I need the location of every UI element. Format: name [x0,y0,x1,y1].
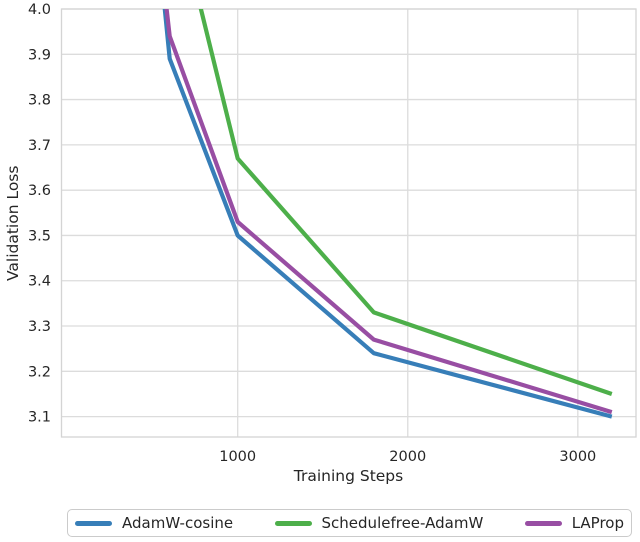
y-tick-label: 3.5 [28,228,51,244]
x-axis-tick-labels: 1000 2000 3000 [219,449,596,465]
series-line-laprop [164,9,613,415]
legend-label-laprop: LAProp [571,513,624,532]
x-axis-label: Training Steps [293,467,404,485]
y-tick-label: 3.9 [28,47,51,63]
adamw-cosine-line-swatch [75,520,112,526]
legend: AdamW-cosine Schedulefree-AdamW LAProp [67,509,632,537]
y-tick-label: 3.1 [28,410,51,426]
x-tick-label: 2000 [389,449,426,465]
legend-label-schedulefree-adamw: Schedulefree-AdamW [321,513,484,532]
legend-item-schedulefree-adamw: Schedulefree-AdamW [274,513,484,532]
x-tick-label: 1000 [219,449,256,465]
y-tick-label: 4.0 [28,2,51,18]
x-tick-label: 3000 [559,449,596,465]
y-tick-label: 3.3 [28,319,51,335]
schedulefree-adamw-line-swatch [274,520,312,526]
y-axis-label: Validation Loss [4,165,22,281]
y-tick-label: 3.6 [28,183,51,199]
series-lines [162,9,613,419]
series-line-adamw-cosine [162,9,613,419]
plot-border [60,8,637,438]
y-axis-tick-labels: 3.1 3.2 3.3 3.4 3.5 3.6 3.7 3.8 3.9 4.0 [28,2,51,426]
laprop-line-swatch [524,520,562,526]
y-tick-label: 3.8 [28,93,51,109]
y-tick-label: 3.4 [28,274,51,290]
legend-item-adamw-cosine: AdamW-cosine [75,513,234,532]
y-tick-label: 3.2 [28,364,51,380]
series-line-schedulefree-adamw [198,9,613,396]
legend-label-adamw-cosine: AdamW-cosine [122,513,234,532]
y-tick-label: 3.7 [28,138,51,154]
legend-item-laprop: LAProp [524,513,624,532]
